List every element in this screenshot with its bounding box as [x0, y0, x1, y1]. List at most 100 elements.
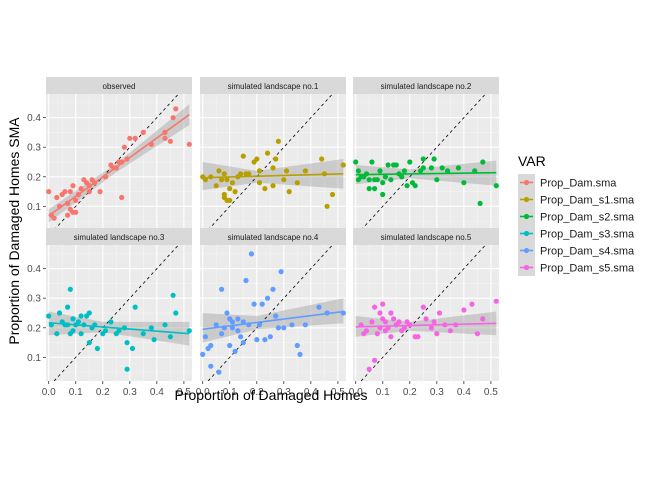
x-tick-label: 0.4	[304, 387, 318, 398]
data-point	[434, 177, 440, 183]
data-point	[170, 292, 176, 298]
data-point	[401, 168, 407, 174]
data-point	[54, 331, 60, 337]
data-point	[235, 328, 241, 334]
y-tick-label: 0.3	[27, 294, 41, 305]
data-point	[283, 168, 290, 174]
data-point	[372, 186, 378, 192]
x-tick-label: 0.4	[457, 387, 471, 398]
data-point	[420, 156, 426, 162]
data-point	[259, 301, 265, 307]
data-point	[420, 304, 426, 310]
data-point	[431, 319, 437, 325]
legend-label: Prop_Dam_s5.sma	[540, 263, 635, 275]
fit-line	[202, 173, 344, 179]
data-point	[372, 357, 378, 363]
legend-entry: Prop_Dam_s2.sma	[518, 208, 635, 225]
data-point	[324, 203, 330, 209]
facet-strip	[46, 228, 192, 245]
data-point	[366, 186, 372, 192]
x-tick-label: 0.0	[196, 387, 210, 398]
data-point	[294, 180, 300, 186]
x-tick-label: 0.0	[349, 387, 363, 398]
data-point	[167, 334, 173, 340]
data-point	[385, 162, 391, 168]
legend: VAR Prop_Dam.sma Prop_Dam_s1.sma Prop_Dam_…	[518, 153, 635, 276]
data-point	[380, 180, 386, 186]
data-point	[377, 310, 383, 316]
data-point	[372, 304, 378, 310]
data-point	[267, 334, 273, 340]
data-point	[273, 313, 279, 319]
x-tick-label: 0.1	[223, 387, 237, 398]
data-point	[278, 269, 284, 275]
data-point	[265, 150, 271, 156]
data-point	[129, 345, 136, 352]
data-point	[102, 328, 109, 334]
data-point	[186, 141, 192, 147]
data-point	[124, 366, 130, 372]
facet-panel: simulated landscape no.5	[353, 228, 499, 381]
data-point	[270, 183, 276, 189]
data-point	[396, 319, 402, 325]
data-point	[477, 200, 483, 206]
data-point	[167, 138, 173, 144]
data-point	[256, 322, 263, 328]
data-point	[213, 183, 219, 189]
x-tick-label: 0.3	[430, 387, 444, 398]
data-point	[474, 331, 480, 337]
x-tick-label: 0.5	[484, 387, 498, 398]
data-point	[363, 328, 370, 334]
data-point	[243, 277, 249, 284]
data-point	[65, 304, 71, 310]
reference-line	[207, 94, 333, 230]
data-point	[399, 174, 405, 180]
facet-strip-label: simulated landscape no.3	[74, 233, 165, 242]
data-point	[170, 115, 176, 121]
data-point	[369, 319, 375, 325]
facet-strip-label: simulated landscape no.2	[381, 82, 472, 91]
data-point	[262, 337, 268, 343]
data-point	[436, 310, 443, 316]
data-point	[208, 342, 214, 349]
data-point	[404, 183, 410, 189]
facet-panels: observed simulated landscape no.1 simulate…	[46, 77, 499, 381]
data-point	[229, 319, 235, 325]
data-point	[86, 310, 92, 316]
data-point	[227, 342, 233, 349]
data-point	[286, 189, 292, 195]
x-axis-title: Proportion of Damaged Homes	[175, 387, 368, 403]
data-point	[173, 106, 179, 112]
data-point	[355, 168, 361, 174]
data-point	[132, 135, 138, 141]
y-tick-label: 0.4	[27, 113, 41, 124]
data-point	[297, 351, 303, 357]
data-point	[493, 183, 499, 189]
legend-entry: Prop_Dam_s3.sma	[518, 225, 635, 242]
x-tick-label: 0.1	[376, 387, 390, 398]
data-point	[316, 304, 322, 310]
data-point	[374, 331, 380, 337]
data-point	[431, 156, 437, 162]
data-point	[229, 180, 235, 186]
data-point	[246, 171, 252, 177]
data-point	[256, 168, 263, 174]
data-point	[219, 177, 225, 183]
data-point	[281, 177, 287, 183]
reference-line	[207, 245, 333, 381]
facet-strip-label: observed	[103, 82, 136, 91]
data-point	[248, 251, 254, 257]
data-point	[208, 363, 214, 369]
x-tick-label: 0.5	[331, 387, 345, 398]
data-point	[86, 340, 92, 346]
data-point	[380, 301, 386, 307]
legend-entry: Prop_Dam_s1.sma	[518, 191, 635, 208]
data-point	[270, 165, 276, 171]
data-point	[140, 129, 146, 135]
data-point	[445, 168, 451, 174]
x-tick-label: 0.2	[403, 387, 417, 398]
data-point	[380, 191, 386, 198]
data-point	[302, 168, 308, 174]
reference-line	[360, 245, 486, 381]
data-point	[329, 191, 336, 198]
